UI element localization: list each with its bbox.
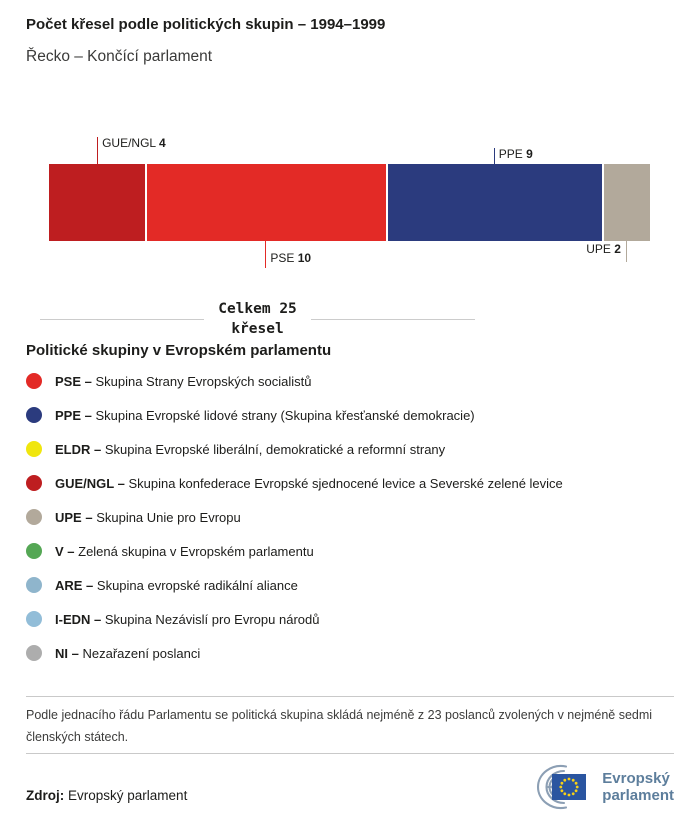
bar-label-PPE: PPE 9 (498, 147, 533, 161)
legend-dot (26, 373, 42, 389)
legend-dot (26, 509, 42, 525)
bar-label-PSE: PSE 10 (270, 251, 312, 265)
legend-label: NI – Nezařazení poslanci (55, 645, 201, 661)
eu-flag-stars (559, 777, 579, 797)
legend-label: I-EDN – Skupina Nezávislí pro Evropu nár… (55, 611, 320, 627)
legend-dot (26, 475, 42, 491)
total-seats-text: Celkem 25 křesel (218, 300, 297, 339)
logo-text-line1: Evropský (602, 769, 670, 787)
legend-item-ELDR: ELDR – Skupina Evropské liberální, demok… (26, 432, 676, 466)
stacked-bar-chart: GUE/NGL 4 PSE 10 PPE 9 UPE 2 (0, 130, 700, 290)
legend-item-V: V – Zelená skupina v Evropském parlament… (26, 534, 676, 568)
total-seats-block: Celkem 25 křesel (40, 300, 476, 339)
bar-segment-PPE (385, 164, 602, 241)
bar-label-UPE: UPE 2 (586, 242, 621, 256)
total-seats-line1: Celkem 25 (218, 301, 297, 317)
source-value: Evropský parlament (68, 788, 188, 803)
legend-item-PPE: PPE – Skupina Evropské lidové strany (Sk… (26, 398, 676, 432)
page-title: Počet křesel podle politických skupin – … (26, 16, 386, 33)
legend-item-UPE: UPE – Skupina Unie pro Evropu (26, 500, 676, 534)
legend-item-ARE: ARE – Skupina evropské radikální aliance (26, 568, 676, 602)
legend-label: ELDR – Skupina Evropské liberální, demok… (55, 441, 446, 457)
source-label: Zdroj: (26, 788, 65, 803)
bar-segment-UPE (601, 164, 650, 241)
legend-dot (26, 407, 42, 423)
legend-dot (26, 543, 42, 559)
legend-dot (26, 611, 42, 627)
total-rule-right (310, 319, 476, 321)
legend-dot (26, 645, 42, 661)
legend-label: PPE – Skupina Evropské lidové strany (Sk… (55, 407, 475, 423)
legend-item-I-EDN: I-EDN – Skupina Nezávislí pro Evropu nár… (26, 602, 676, 636)
legend-heading: Politické skupiny v Evropském parlamentu (26, 342, 332, 359)
legend-item-PSE: PSE – Skupina Strany Evropských socialis… (26, 364, 676, 398)
source-line: Zdroj: Evropský parlament (26, 788, 187, 803)
parliament-hemicycle-icon (537, 764, 587, 810)
footnote: Podle jednacího řádu Parlamentu se polit… (26, 708, 653, 744)
callout-line-PPE (493, 148, 495, 164)
legend-label: V – Zelená skupina v Evropském parlament… (55, 543, 314, 559)
legend-item-NI: NI – Nezařazení poslanci (26, 636, 676, 670)
bar-segment-GUE/NGL (49, 164, 146, 241)
european-parliament-logo: Evropský parlament (514, 762, 674, 812)
divider-top (26, 696, 674, 697)
page-subtitle: Řecko – Končící parlament (26, 48, 213, 65)
legend-list: PSE – Skupina Strany Evropských socialis… (26, 364, 676, 670)
callout-line-GUE/NGL (97, 137, 99, 164)
divider-bottom (26, 753, 674, 754)
legend-label: PSE – Skupina Strany Evropských socialis… (55, 373, 312, 389)
logo-text: Evropský parlament (602, 770, 674, 805)
callout-line-PSE (265, 241, 267, 268)
bar-segments-row (49, 164, 650, 241)
legend-label: ARE – Skupina evropské radikální aliance (55, 577, 298, 593)
logo-text-line2: parlament (602, 787, 674, 804)
legend-label: UPE – Skupina Unie pro Evropu (55, 509, 241, 525)
total-seats-line2: křesel (231, 320, 284, 337)
total-rule-left (40, 319, 205, 321)
bar-label-GUE/NGL: GUE/NGL 4 (102, 136, 166, 150)
callout-line-UPE (625, 241, 627, 262)
legend-dot (26, 441, 42, 457)
legend-dot (26, 577, 42, 593)
legend-label: GUE/NGL – Skupina konfederace Evropské s… (55, 475, 563, 491)
bar-segment-PSE (145, 164, 386, 241)
legend-item-GUENGL: GUE/NGL – Skupina konfederace Evropské s… (26, 466, 676, 500)
